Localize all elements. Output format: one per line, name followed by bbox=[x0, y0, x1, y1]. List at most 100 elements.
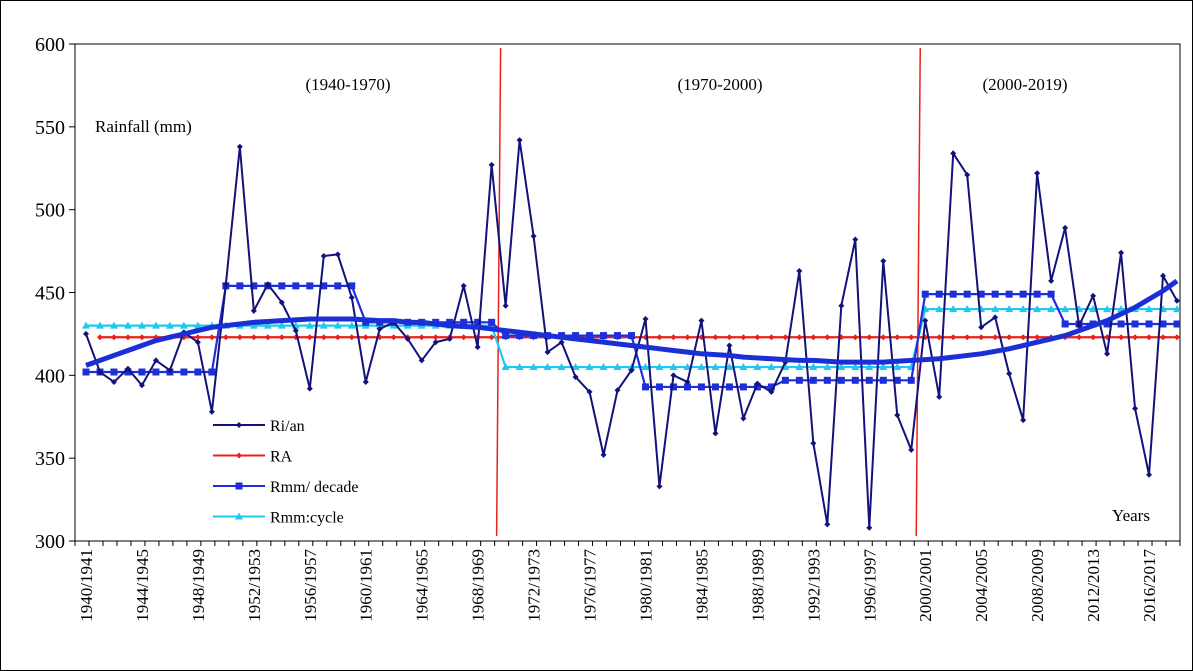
marker bbox=[96, 334, 103, 341]
marker bbox=[558, 339, 565, 346]
marker bbox=[446, 318, 454, 326]
marker bbox=[936, 393, 943, 400]
marker bbox=[726, 342, 733, 349]
marker bbox=[613, 363, 622, 371]
y-tick-label: 600 bbox=[35, 34, 65, 56]
marker bbox=[782, 334, 789, 341]
marker bbox=[474, 344, 481, 351]
marker bbox=[152, 368, 160, 376]
marker bbox=[810, 440, 817, 447]
marker bbox=[305, 321, 314, 329]
x-tick-label: 1940/1941 bbox=[77, 549, 96, 622]
marker bbox=[557, 363, 566, 371]
marker bbox=[767, 383, 775, 391]
marker bbox=[418, 357, 425, 364]
marker bbox=[852, 236, 859, 243]
marker bbox=[348, 294, 355, 301]
marker bbox=[530, 233, 537, 240]
marker bbox=[992, 334, 999, 341]
marker bbox=[851, 363, 860, 371]
marker bbox=[529, 363, 538, 371]
marker bbox=[110, 378, 117, 385]
marker bbox=[306, 385, 313, 392]
marker bbox=[1173, 305, 1180, 313]
marker bbox=[823, 376, 831, 384]
x-tick-label: 2000/2001 bbox=[916, 549, 935, 622]
marker bbox=[796, 267, 803, 274]
x-tick-label: 1980/1981 bbox=[636, 549, 655, 622]
marker bbox=[795, 376, 803, 384]
marker bbox=[641, 363, 650, 371]
marker bbox=[949, 290, 957, 298]
marker bbox=[1160, 272, 1167, 279]
marker bbox=[488, 318, 496, 326]
marker bbox=[880, 258, 887, 265]
marker bbox=[865, 376, 873, 384]
marker bbox=[586, 388, 593, 395]
marker bbox=[319, 321, 328, 329]
marker bbox=[347, 321, 356, 329]
marker bbox=[208, 334, 215, 341]
marker bbox=[572, 332, 580, 340]
marker bbox=[627, 363, 636, 371]
marker bbox=[333, 321, 342, 329]
y-tick-label: 550 bbox=[35, 117, 65, 139]
marker bbox=[1160, 334, 1167, 341]
x-tick-label: 2012/2013 bbox=[1084, 549, 1103, 622]
marker bbox=[586, 332, 594, 340]
marker bbox=[1104, 350, 1111, 357]
marker bbox=[1062, 224, 1069, 231]
marker bbox=[964, 334, 971, 341]
marker bbox=[852, 334, 859, 341]
marker bbox=[964, 171, 971, 178]
marker bbox=[1090, 292, 1097, 299]
x-tick-label: 2008/2009 bbox=[1028, 549, 1047, 622]
marker bbox=[781, 376, 789, 384]
period-divider bbox=[915, 47, 921, 537]
marker bbox=[754, 380, 761, 387]
marker bbox=[250, 307, 257, 314]
marker bbox=[137, 321, 146, 329]
marker bbox=[138, 368, 146, 376]
marker bbox=[263, 321, 272, 329]
marker bbox=[880, 334, 887, 341]
marker bbox=[977, 290, 985, 298]
marker bbox=[376, 325, 383, 332]
marker bbox=[278, 282, 286, 290]
x-tick-label: 1956/1957 bbox=[301, 549, 320, 622]
marker bbox=[725, 363, 734, 371]
marker bbox=[1174, 297, 1180, 304]
marker bbox=[1145, 305, 1154, 313]
marker bbox=[264, 281, 271, 288]
marker bbox=[236, 143, 243, 150]
marker bbox=[768, 334, 775, 341]
marker bbox=[1159, 320, 1167, 328]
marker bbox=[82, 330, 89, 337]
marker bbox=[194, 334, 201, 341]
marker bbox=[81, 321, 90, 329]
marker bbox=[1033, 290, 1041, 298]
marker bbox=[1174, 334, 1180, 341]
marker bbox=[837, 363, 846, 371]
marker bbox=[739, 383, 747, 391]
legend-marker bbox=[235, 512, 243, 520]
marker bbox=[446, 335, 453, 342]
marker bbox=[249, 321, 258, 329]
marker bbox=[474, 318, 482, 326]
marker bbox=[95, 321, 104, 329]
marker bbox=[208, 408, 215, 415]
annotation: (1970-2000) bbox=[678, 75, 763, 94]
marker bbox=[740, 415, 747, 422]
period-divider bbox=[495, 47, 502, 537]
marker bbox=[683, 363, 692, 371]
marker bbox=[502, 302, 509, 309]
marker bbox=[109, 321, 118, 329]
marker bbox=[669, 383, 677, 391]
marker bbox=[138, 334, 145, 341]
marker bbox=[866, 334, 873, 341]
marker bbox=[208, 368, 216, 376]
marker bbox=[1103, 305, 1112, 313]
marker bbox=[879, 376, 887, 384]
marker bbox=[277, 321, 286, 329]
marker bbox=[628, 367, 635, 374]
